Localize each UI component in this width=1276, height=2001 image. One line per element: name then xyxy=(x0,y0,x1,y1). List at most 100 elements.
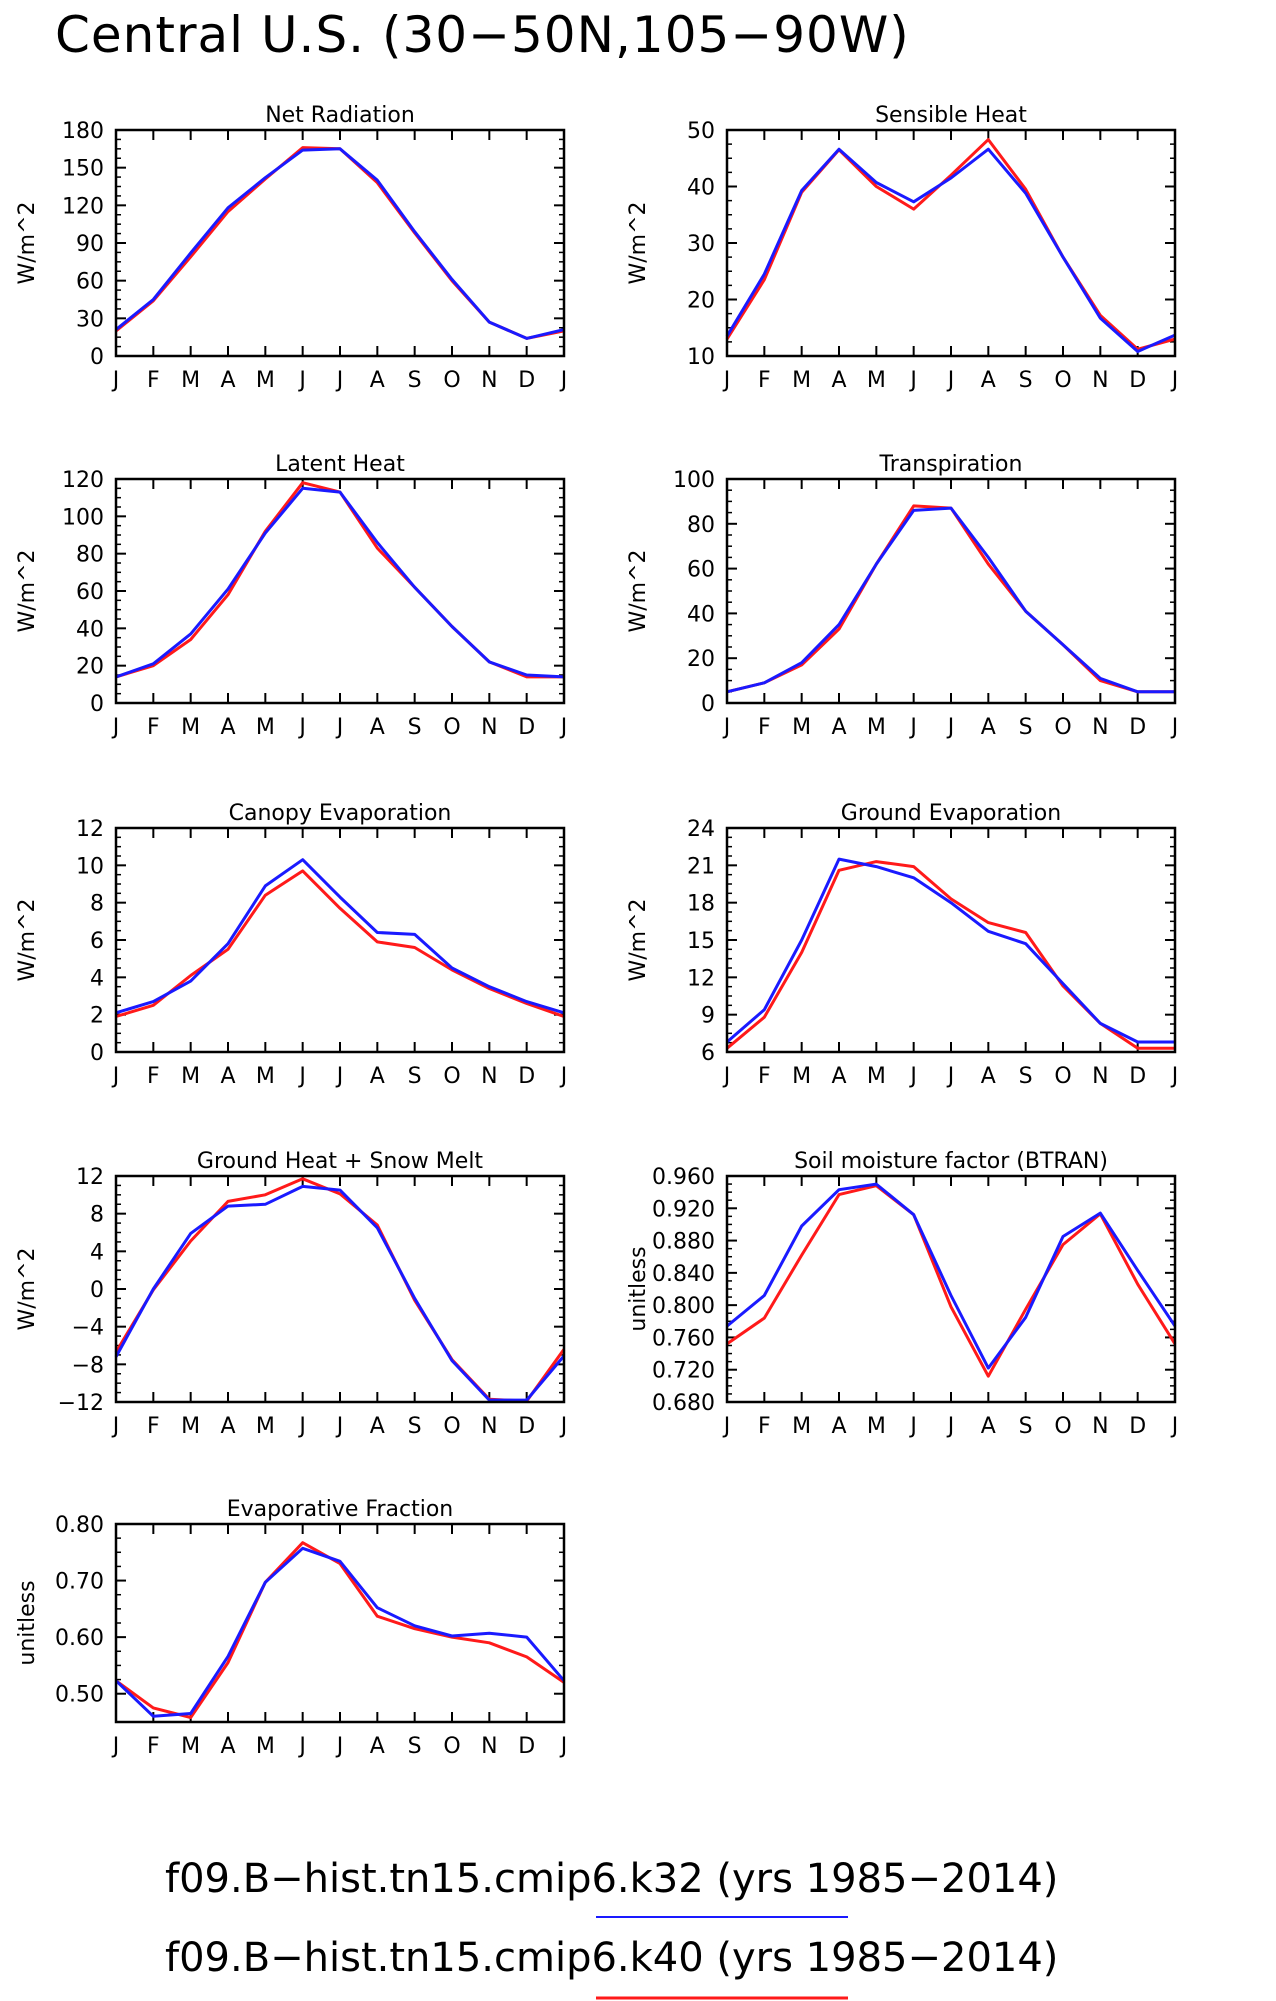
x-tick-label: N xyxy=(1092,1064,1108,1089)
y-tick-label: 30 xyxy=(687,232,715,257)
x-tick-label: A xyxy=(220,1734,235,1759)
x-tick-label: A xyxy=(370,715,385,740)
x-tick-label: S xyxy=(408,715,422,740)
y-tick-label: 0 xyxy=(90,692,104,717)
y-axis-label: W/m^2 xyxy=(15,1247,40,1330)
x-tick-label: M xyxy=(867,1414,886,1439)
x-tick-label: M xyxy=(867,368,886,393)
y-axis-label: W/m^2 xyxy=(15,549,40,632)
x-tick-label: O xyxy=(443,368,460,393)
x-tick-label: J xyxy=(1170,368,1179,393)
x-tick-label: S xyxy=(408,1064,422,1089)
series-line-2 xyxy=(115,858,565,1015)
y-axis-label: unitless xyxy=(626,1246,651,1331)
x-tick-label: M xyxy=(792,368,811,393)
figure-title: Central U.S. (30−50N,105−90W) xyxy=(55,6,910,64)
y-tick-label: 60 xyxy=(76,270,104,295)
plot-frame xyxy=(725,128,1177,358)
x-tick-label: N xyxy=(1092,1414,1108,1439)
x-tick-label: J xyxy=(559,1064,568,1089)
y-tick-label: 0.840 xyxy=(652,1262,715,1287)
x-tick-label: J xyxy=(297,368,306,393)
series-line-1 xyxy=(115,146,565,340)
series-line-1 xyxy=(115,869,565,1018)
series-line-2 xyxy=(115,486,565,679)
series-line-2 xyxy=(726,506,1175,694)
x-tick-label: A xyxy=(220,1414,235,1439)
x-tick-label: J xyxy=(946,368,955,393)
series-line-1 xyxy=(114,1177,566,1403)
x-tick-label: O xyxy=(1054,368,1071,393)
panel-title: Latent Heat xyxy=(275,452,405,477)
x-tick-label: J xyxy=(908,1064,917,1089)
series-line-2 xyxy=(114,1546,566,1718)
x-tick-label: F xyxy=(147,1414,160,1439)
x-tick-label: M xyxy=(867,1064,886,1089)
panel-title: Ground Heat + Snow Melt xyxy=(197,1149,484,1174)
x-tick-label: J xyxy=(946,1414,955,1439)
x-tick-label: J xyxy=(722,1414,731,1439)
panel-title: Net Radiation xyxy=(265,103,415,128)
x-tick-label: M xyxy=(256,715,275,740)
y-tick-label: 0.50 xyxy=(55,1683,104,1708)
x-tick-label: F xyxy=(758,1064,771,1089)
x-tick-label: S xyxy=(1019,368,1033,393)
x-tick-label: D xyxy=(1129,1414,1146,1439)
x-tick-label: J xyxy=(559,1414,568,1439)
x-tick-label: D xyxy=(518,368,535,393)
x-tick-label: M xyxy=(867,715,886,740)
x-tick-label: O xyxy=(443,1734,460,1759)
x-tick-label: F xyxy=(147,368,160,393)
x-tick-label: J xyxy=(908,1414,917,1439)
y-tick-label: 24 xyxy=(687,817,715,842)
x-tick-label: A xyxy=(370,1414,385,1439)
y-tick-label: 6 xyxy=(701,1041,715,1066)
x-tick-label: A xyxy=(220,368,235,393)
y-tick-label: 4 xyxy=(90,1240,104,1265)
x-tick-label: J xyxy=(722,1064,731,1089)
panel-title: Soil moisture factor (BTRAN) xyxy=(794,1149,1108,1174)
y-tick-label: 100 xyxy=(673,468,715,493)
y-tick-label: 21 xyxy=(687,854,715,879)
y-tick-label: 0.680 xyxy=(652,1391,715,1416)
series-line-1 xyxy=(726,504,1175,694)
x-tick-label: A xyxy=(981,368,996,393)
y-tick-label: 120 xyxy=(62,194,104,219)
x-tick-label: A xyxy=(981,715,996,740)
series-line-1 xyxy=(115,481,564,679)
x-tick-label: D xyxy=(518,1734,535,1759)
x-tick-label: J xyxy=(335,1064,344,1089)
series-line-2 xyxy=(726,857,1175,1044)
y-tick-label: 120 xyxy=(62,468,104,493)
y-tick-label: 40 xyxy=(76,617,104,642)
panel-title: Canopy Evaporation xyxy=(229,801,452,826)
x-tick-label: J xyxy=(908,368,917,393)
x-tick-label: O xyxy=(1054,715,1071,740)
x-tick-label: M xyxy=(181,715,200,740)
x-tick-label: J xyxy=(111,368,120,393)
y-tick-label: 8 xyxy=(90,892,104,917)
y-tick-label: 15 xyxy=(687,929,715,954)
x-tick-label: A xyxy=(370,1064,385,1089)
x-tick-label: J xyxy=(111,1064,120,1089)
y-tick-label: 9 xyxy=(701,1004,715,1029)
x-tick-label: M xyxy=(256,368,275,393)
x-tick-label: J xyxy=(946,1064,955,1089)
y-tick-label: −8 xyxy=(72,1353,104,1378)
y-tick-label: 20 xyxy=(76,655,104,680)
x-tick-label: S xyxy=(1019,715,1033,740)
y-tick-label: 4 xyxy=(90,966,104,991)
y-tick-label: 12 xyxy=(687,966,715,991)
y-tick-label: 0.920 xyxy=(652,1197,715,1222)
x-tick-label: M xyxy=(256,1064,275,1089)
x-tick-label: A xyxy=(831,1064,846,1089)
x-tick-label: A xyxy=(831,368,846,393)
x-tick-label: M xyxy=(181,1414,200,1439)
x-tick-label: O xyxy=(1054,1064,1071,1089)
y-tick-label: 60 xyxy=(76,580,104,605)
panel-title: Sensible Heat xyxy=(875,103,1027,128)
x-tick-label: M xyxy=(792,715,811,740)
x-tick-label: J xyxy=(297,1414,306,1439)
